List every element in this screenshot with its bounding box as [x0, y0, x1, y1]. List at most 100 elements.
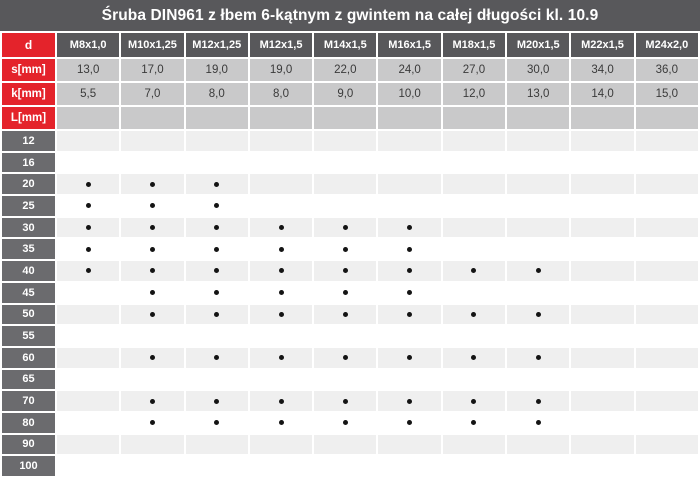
spec-value-cell: 19,0 — [249, 59, 313, 81]
availability-cell-marked — [507, 391, 570, 411]
availability-dot-icon — [535, 398, 541, 404]
availability-cell-empty — [249, 326, 313, 346]
availability-cell-empty — [378, 456, 441, 476]
spec-row-label-s: s[mm] — [2, 59, 55, 81]
availability-cell-empty — [378, 369, 441, 390]
availability-cell-marked — [185, 261, 248, 281]
availability-cell-empty — [635, 326, 698, 346]
length-row-65: 65 — [2, 369, 698, 390]
spec-value-cell: 15,0 — [635, 83, 698, 105]
availability-cell-marked — [378, 239, 441, 260]
length-label-25: 25 — [2, 196, 55, 216]
availability-dot-icon — [278, 420, 284, 426]
availability-cell-empty — [635, 174, 698, 195]
spec-value-cell: 19,0 — [185, 59, 248, 81]
availability-dot-icon — [342, 420, 348, 426]
availability-cell-marked — [314, 412, 377, 433]
availability-cell-empty — [249, 131, 313, 151]
availability-cell-empty — [507, 326, 570, 346]
spec-value-cell — [314, 107, 377, 129]
availability-cell-marked — [314, 347, 377, 368]
availability-dot-icon — [407, 398, 413, 404]
spec-row-s: s[mm] 13,0 17,0 19,0 19,0 22,0 24,0 27,0 30,0 34,… — [2, 59, 698, 81]
availability-cell-empty — [635, 347, 698, 368]
availability-cell-empty — [507, 174, 570, 195]
availability-cell-marked — [378, 304, 441, 325]
spec-value-cell — [571, 107, 634, 129]
availability-cell-empty — [57, 456, 120, 476]
availability-cell-marked — [57, 174, 120, 195]
spec-value-cell: 9,0 — [314, 83, 377, 105]
availability-cell-empty — [57, 304, 120, 325]
spec-value-cell — [507, 107, 570, 129]
availability-cell-empty — [249, 456, 313, 476]
availability-cell-empty — [571, 412, 634, 433]
availability-cell-marked — [57, 217, 120, 238]
length-row-16: 16 — [2, 152, 698, 173]
availability-cell-empty — [442, 196, 506, 216]
availability-cell-marked — [185, 174, 248, 195]
spec-value-cell: 22,0 — [314, 59, 377, 81]
availability-cell-empty — [442, 434, 506, 455]
length-label-70: 70 — [2, 391, 55, 411]
availability-cell-empty — [571, 369, 634, 390]
spec-value-cell: 17,0 — [121, 59, 184, 81]
spec-value-cell: 30,0 — [507, 59, 570, 81]
availability-dot-icon — [471, 420, 477, 426]
availability-cell-empty — [121, 152, 184, 173]
availability-cell-empty — [635, 239, 698, 260]
availability-cell-marked — [314, 261, 377, 281]
availability-dot-icon — [149, 290, 155, 296]
spec-value-cell: 10,0 — [378, 83, 441, 105]
availability-cell-marked — [185, 347, 248, 368]
length-label-60: 60 — [2, 347, 55, 368]
availability-cell-empty — [635, 152, 698, 173]
availability-dot-icon — [407, 290, 413, 296]
availability-cell-empty — [314, 326, 377, 346]
diameter-header-M10x1,25: M10x1,25 — [121, 33, 184, 57]
length-label-45: 45 — [2, 282, 55, 303]
availability-cell-marked — [121, 217, 184, 238]
availability-cell-empty — [57, 131, 120, 151]
spec-value-cell — [635, 107, 698, 129]
spec-row-k: k[mm] 5,5 7,0 8,0 8,0 9,0 10,0 12,0 13,0 14,0 15,0 — [2, 83, 698, 105]
length-row-20: 20 — [2, 174, 698, 195]
availability-cell-empty — [378, 131, 441, 151]
availability-cell-empty — [635, 434, 698, 455]
availability-cell-empty — [635, 369, 698, 390]
availability-dot-icon — [342, 355, 348, 361]
availability-dot-icon — [85, 268, 91, 274]
availability-cell-empty — [507, 196, 570, 216]
availability-cell-marked — [185, 304, 248, 325]
availability-cell-empty — [571, 326, 634, 346]
availability-dot-icon — [85, 246, 91, 252]
spec-row-label-L: L[mm] — [2, 107, 55, 129]
availability-cell-empty — [571, 196, 634, 216]
availability-dot-icon — [85, 225, 91, 231]
availability-cell-empty — [442, 326, 506, 346]
availability-dot-icon — [214, 398, 220, 404]
page-title: Śruba DIN961 z łbem 6-kątnym z gwintem n… — [0, 0, 700, 31]
availability-cell-empty — [507, 217, 570, 238]
availability-cell-empty — [635, 131, 698, 151]
length-row-100: 100 — [2, 456, 698, 476]
availability-cell-empty — [57, 412, 120, 433]
availability-cell-empty — [185, 131, 248, 151]
diameter-header-M12x1,25: M12x1,25 — [185, 33, 248, 57]
availability-cell-empty — [507, 369, 570, 390]
availability-dot-icon — [407, 268, 413, 274]
availability-cell-marked — [378, 347, 441, 368]
availability-cell-marked — [121, 239, 184, 260]
spec-value-cell: 24,0 — [378, 59, 441, 81]
length-row-30: 30 — [2, 217, 698, 238]
length-row-60: 60 — [2, 347, 698, 368]
availability-dot-icon — [149, 225, 155, 231]
spec-value-cell — [121, 107, 184, 129]
availability-cell-empty — [442, 131, 506, 151]
availability-cell-empty — [249, 174, 313, 195]
availability-dot-icon — [407, 420, 413, 426]
availability-dot-icon — [342, 398, 348, 404]
availability-dot-icon — [214, 225, 220, 231]
spec-value-cell: 27,0 — [442, 59, 506, 81]
